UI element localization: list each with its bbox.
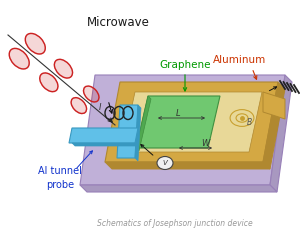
Polygon shape (263, 82, 285, 169)
Polygon shape (135, 105, 141, 161)
Polygon shape (270, 75, 292, 192)
Text: W: W (201, 138, 209, 148)
Polygon shape (69, 128, 138, 143)
Polygon shape (117, 105, 138, 158)
Ellipse shape (54, 59, 73, 78)
Text: V: V (163, 160, 167, 166)
Polygon shape (105, 162, 270, 169)
Ellipse shape (25, 33, 45, 54)
Ellipse shape (71, 98, 87, 114)
Text: I: I (99, 102, 101, 111)
Text: Microwave: Microwave (87, 16, 149, 28)
Polygon shape (136, 96, 151, 151)
Polygon shape (105, 82, 278, 162)
Text: Schematics of Josephson junction device: Schematics of Josephson junction device (97, 219, 253, 228)
Text: Graphene: Graphene (159, 60, 211, 70)
Polygon shape (80, 75, 285, 185)
Polygon shape (72, 143, 138, 146)
Text: Aluminum: Aluminum (213, 55, 267, 65)
Polygon shape (263, 92, 285, 119)
Text: L: L (176, 109, 180, 118)
Polygon shape (122, 92, 262, 152)
Ellipse shape (9, 48, 29, 69)
Ellipse shape (157, 157, 173, 169)
Text: Al tunnel
probe: Al tunnel probe (38, 166, 82, 190)
Ellipse shape (83, 86, 99, 102)
Polygon shape (136, 96, 220, 148)
Text: B: B (247, 118, 252, 126)
Polygon shape (80, 185, 277, 192)
Ellipse shape (40, 73, 58, 92)
